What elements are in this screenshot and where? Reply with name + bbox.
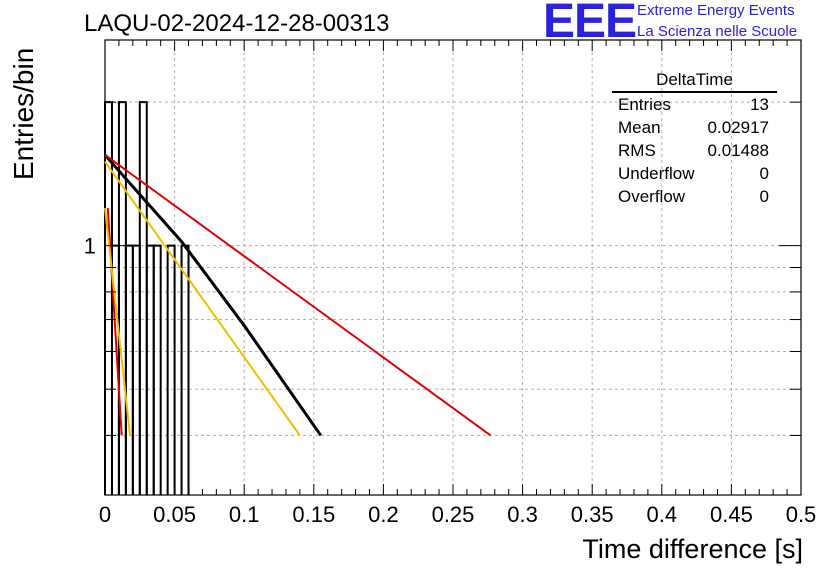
fit-line-black xyxy=(103,153,322,437)
stats-value: 0 xyxy=(759,187,769,206)
stats-label: Mean xyxy=(618,118,661,137)
x-tick-label: 0.35 xyxy=(571,502,614,527)
histogram-bin xyxy=(117,101,127,495)
x-tick-label: 0.25 xyxy=(432,502,475,527)
stats-label: Entries xyxy=(618,95,671,114)
x-axis-label: Time difference [s] xyxy=(582,534,803,564)
logo-line-2: La Scienza nelle Scuole xyxy=(637,23,798,40)
stats-value: 0.01488 xyxy=(707,141,769,160)
x-tick-label: 0.45 xyxy=(710,502,753,527)
stats-box: DeltaTime Entries 13 Mean 0.02917 RMS 0.… xyxy=(612,70,777,208)
histogram-bin xyxy=(131,244,141,495)
stats-title: DeltaTime xyxy=(612,70,777,93)
x-tick-label: 0.1 xyxy=(229,502,260,527)
histogram-bin xyxy=(138,101,148,495)
stats-value: 0 xyxy=(759,164,769,183)
x-tick-label: 0.5 xyxy=(786,502,817,527)
x-tick-label: 0.15 xyxy=(292,502,335,527)
fit-line-yellow xyxy=(104,161,301,437)
x-tick-label: 0.05 xyxy=(153,502,196,527)
y-axis-label: Entries/bin xyxy=(8,47,39,180)
histogram-bin xyxy=(180,244,190,495)
fit-line-red xyxy=(104,154,492,437)
y-tick-label: 1 xyxy=(84,234,96,259)
eee-logo: EEE xyxy=(543,0,637,48)
stats-value: 13 xyxy=(750,95,769,114)
x-tick-label: 0.4 xyxy=(647,502,678,527)
stats-label: Underflow xyxy=(618,164,695,183)
x-tick-label: 0 xyxy=(99,502,111,527)
histogram-bin xyxy=(152,244,162,495)
histogram-bin xyxy=(145,244,155,495)
stats-row-underflow: Underflow 0 xyxy=(612,162,777,185)
stats-row-overflow: Overflow 0 xyxy=(612,185,777,208)
stats-value: 0.02917 xyxy=(707,118,769,137)
stats-label: Overflow xyxy=(618,187,686,206)
stats-label: RMS xyxy=(618,141,656,160)
stats-row-mean: Mean 0.02917 xyxy=(612,116,777,139)
stats-row-entries: Entries 13 xyxy=(612,93,777,116)
logo-line-1: Extreme Energy Events xyxy=(637,2,795,19)
chart-title: LAQU-02-2024-12-28-00313 xyxy=(84,10,390,37)
x-tick-label: 0.2 xyxy=(368,502,399,527)
x-tick-label: 0.3 xyxy=(507,502,538,527)
histogram-bin xyxy=(124,244,134,495)
histogram-bin xyxy=(166,244,176,495)
stats-row-rms: RMS 0.01488 xyxy=(612,139,777,162)
